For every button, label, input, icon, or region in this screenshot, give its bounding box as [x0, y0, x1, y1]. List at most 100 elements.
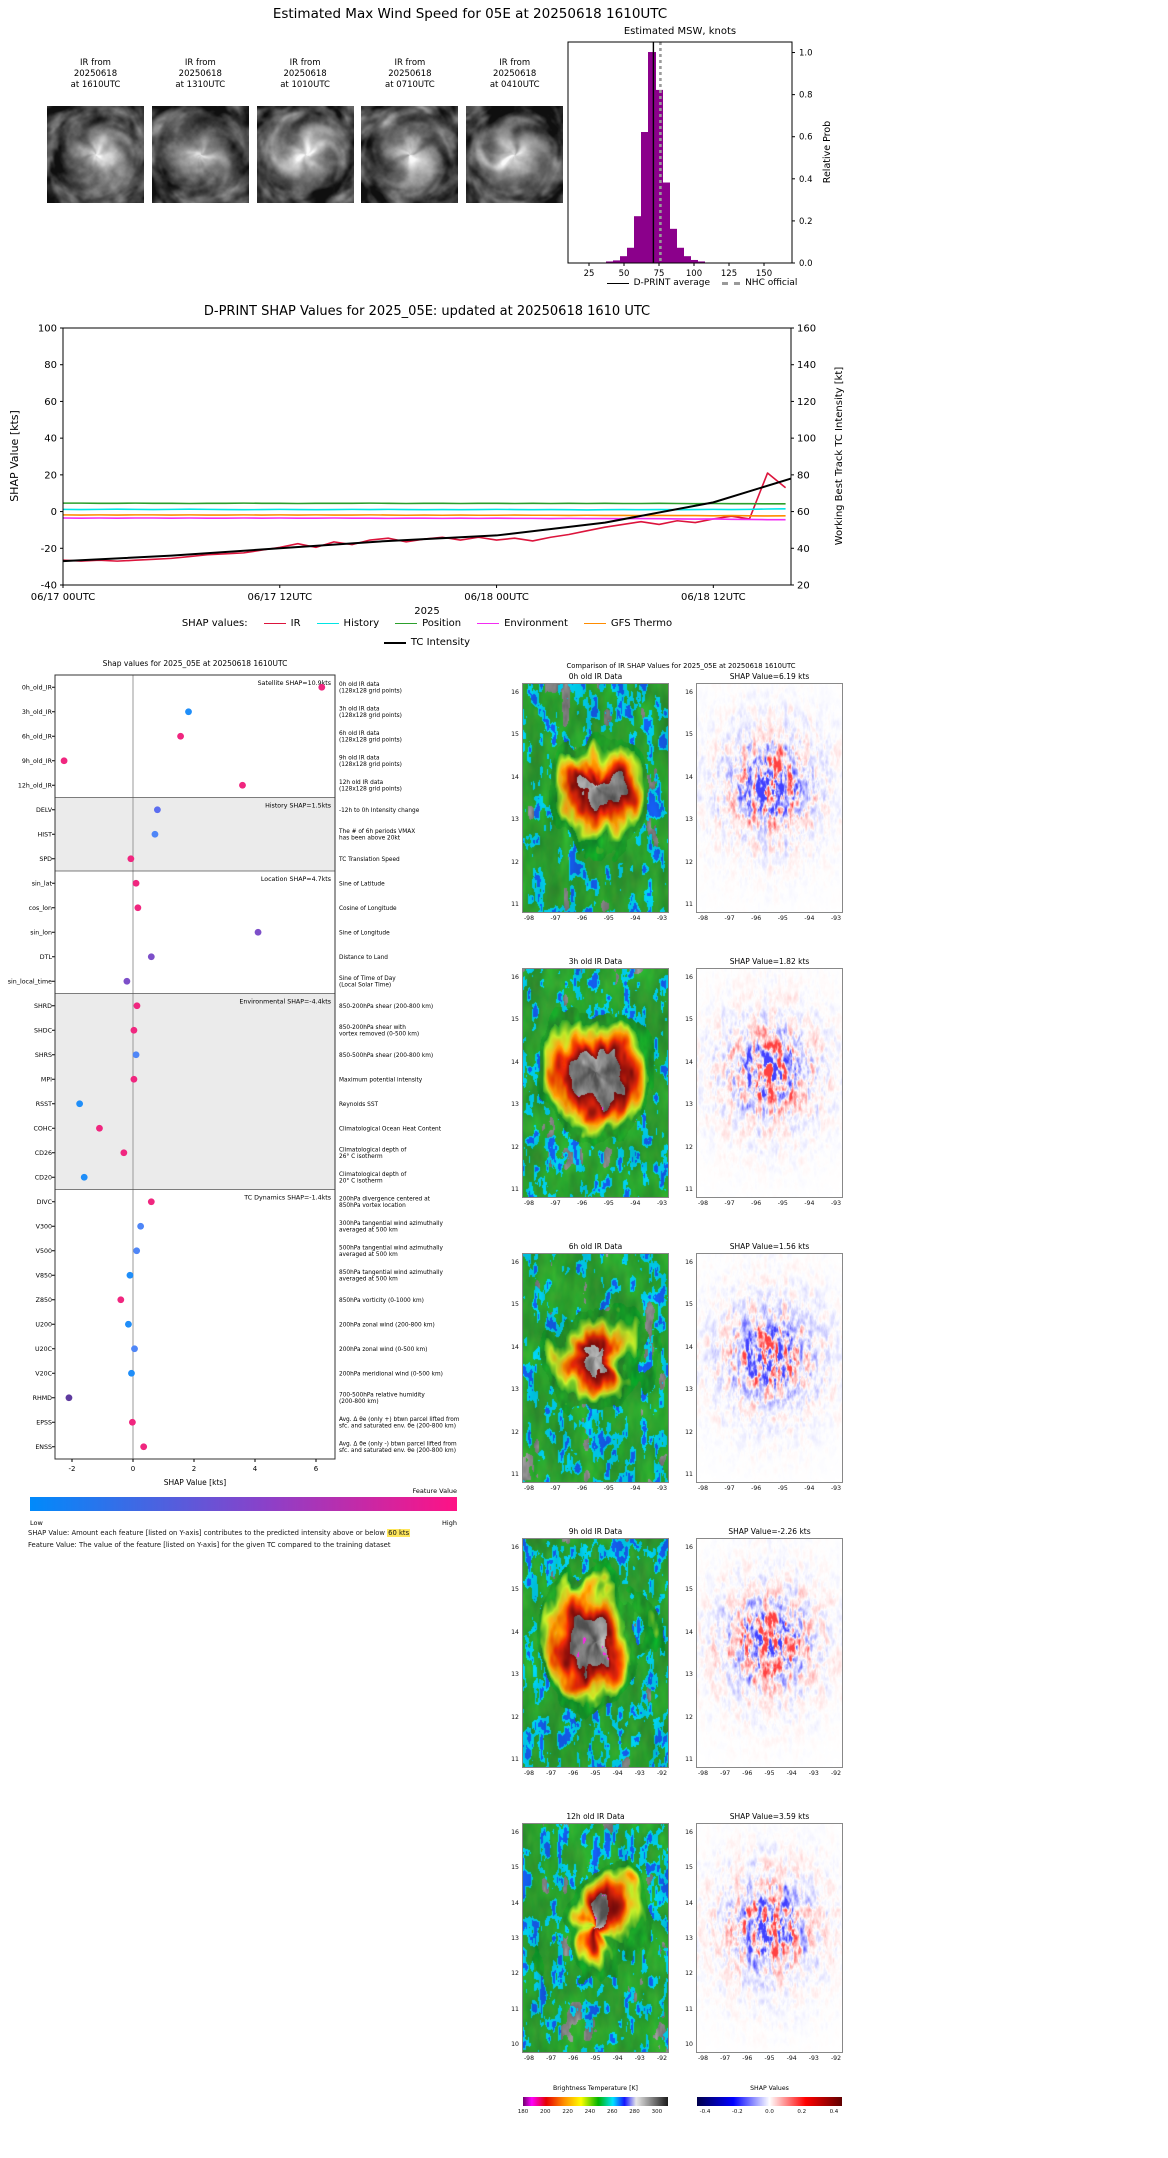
series-position [63, 502, 786, 505]
dotplot-xlabel: SHAP Value [kts] [164, 1478, 227, 1487]
feature-shap-dot [126, 1271, 134, 1279]
lon-tick-label: -96 [751, 1485, 762, 1492]
feature-description: vortex removed (0-500 km) [339, 1032, 419, 1038]
feature-description: 850hPa vortex location [339, 1203, 406, 1209]
series-tc-intensity [62, 477, 792, 563]
lon-tick-label: -96 [742, 2055, 753, 2062]
feature-shap-dot [128, 1369, 135, 1377]
feature-description: (200-800 km) [339, 1399, 379, 1405]
b t-colorbar-tick: 220 [562, 2109, 573, 2115]
shap-colorbar-tick: 0.2 [797, 2109, 807, 2115]
feature-description: -12h to 0h Intensity change [339, 808, 420, 814]
lon-tick-label: -95 [777, 915, 788, 922]
lon-tick-label: -98 [523, 915, 535, 922]
ir-thumbnail-caption: IR from 20250618 at 1010UTC [257, 58, 354, 91]
lat-tick-label: 15 [511, 1301, 519, 1309]
lon-tick-label: -95 [603, 1200, 614, 1207]
ir-thumbnail-caption-line: IR from [499, 58, 531, 68]
lon-tick-label: -92 [830, 2055, 842, 2062]
feature-label: U20C [35, 1346, 53, 1353]
feature-shap-dot [130, 1026, 138, 1034]
timeseries-xlabel: 2025 [414, 606, 439, 617]
lon-tick-label: -97 [724, 1200, 735, 1207]
histogram-bar [634, 216, 642, 264]
b t-colorbar-tick: 300 [651, 2109, 663, 2115]
lat-tick-label: 12 [685, 858, 693, 866]
x-tick-label: 75 [654, 269, 665, 279]
feature-description: Sine of Latitude [339, 881, 385, 887]
shap-value-image [696, 683, 843, 913]
ir-thumbnail-caption-line: 20250618 [178, 69, 222, 79]
histogram-bar [676, 247, 684, 264]
feature-shap-dot [96, 1124, 103, 1132]
feature-description: Avg. Δ θe (only +) btwn parcel lifted fr… [339, 1417, 460, 1423]
ir-thumbnail-image [151, 106, 249, 203]
ir-thumbnail-image [361, 106, 459, 203]
feature-description: 200hPa zonal wind (200-800 km) [339, 1322, 435, 1328]
histogram-legend: D-PRINT average NHC official [552, 278, 852, 288]
bt-colorbar-label: Brightness Temperature [K] [553, 2085, 638, 2092]
ir-thumbnail-caption: IR from 20250618 at 1310UTC [152, 58, 249, 91]
ir-thumbnail-caption-line: 20250618 [493, 69, 537, 79]
feature-value-colorbar-bar [30, 1497, 457, 1511]
lat-tick-label: 14 [511, 1343, 519, 1351]
legend-swatch [316, 623, 339, 624]
ir-data-image [522, 1823, 669, 2053]
dprint-average-swatch [606, 282, 629, 284]
dotplot-title: Shap values for 2025_05E at 20250618 161… [103, 659, 288, 668]
x-tick-label: 50 [619, 269, 630, 279]
ir-data-title: 3h old IR Data [568, 957, 623, 966]
lat-tick-label: 13 [511, 1671, 519, 1679]
lat-tick-label: 12 [511, 858, 519, 866]
feature-value-colorbar [30, 1497, 457, 1511]
shap-value-title: SHAP Value=3.59 kts [729, 1812, 810, 1821]
lon-tick-label: -97 [724, 915, 735, 922]
lon-tick-label: -93 [830, 915, 842, 922]
y-tick-label: 0.6 [799, 133, 813, 143]
feature-shap-dot [147, 1198, 155, 1206]
feature-description: averaged at 500 km [339, 1252, 398, 1258]
right-tick-label: 100 [797, 434, 816, 445]
lon-tick-label: -94 [630, 915, 641, 922]
lon-tick-label: -97 [724, 1485, 735, 1492]
b t-colorbar-tick: 240 [584, 2109, 596, 2115]
lon-tick-label: -98 [697, 2055, 709, 2062]
lon-tick-label: -93 [808, 2055, 819, 2062]
feature-description: has been above 20kt [339, 836, 401, 842]
histogram-plot-area: 25 50 75 100 125 150 0.0 0.2 0.4 0.6 0.8 1.0 [567, 41, 813, 279]
ir-thumbnail-image [256, 106, 354, 203]
legend-label: Environment [504, 618, 568, 629]
feature-description: TC Translation Speed [338, 857, 400, 863]
lon-tick-label: -98 [523, 1200, 535, 1207]
feature-description: 850-200hPa shear (200-800 km) [339, 1004, 433, 1010]
dotplot-frame [54, 674, 336, 1460]
right-tick-label: 80 [797, 470, 810, 481]
x-tick-label: 0 [131, 1465, 135, 1473]
lon-tick-label: -94 [612, 1770, 623, 1777]
lon-tick-label: -93 [830, 1485, 842, 1492]
b t-colorbar-tick: 280 [629, 2109, 640, 2115]
shap-value-image [696, 1823, 843, 2053]
lon-tick-label: -96 [751, 915, 762, 922]
feature-shap-dot [132, 1051, 140, 1059]
page-title: Estimated Max Wind Speed for 05E at 2025… [272, 6, 668, 22]
lat-tick-label: 14 [511, 1899, 519, 1907]
histogram-bar [683, 256, 691, 264]
shap-colorbar-tick: -0.4 [699, 2109, 711, 2115]
lon-tick-label: -98 [523, 2055, 535, 2062]
feature-label: Z850 [36, 1297, 52, 1304]
feature-label: SPD [39, 856, 52, 863]
lon-tick-label: -98 [697, 915, 709, 922]
legend-label: GFS Thermo [610, 618, 673, 629]
shap-footnote-highlight: 60 kts [387, 1529, 411, 1537]
lon-tick-label: -93 [830, 1200, 842, 1207]
lon-tick-label: -97 [550, 915, 561, 922]
legend-item: Environment [477, 618, 568, 629]
feature-label: V300 [36, 1223, 52, 1230]
timeseries-ylabel-left: SHAP Value [kts] [8, 410, 21, 502]
feature-label: 12h_old_IR [18, 782, 53, 789]
feature-label: DIVC [37, 1199, 53, 1206]
lat-tick-label: 12 [685, 1143, 693, 1151]
legend-swatch [477, 623, 500, 624]
